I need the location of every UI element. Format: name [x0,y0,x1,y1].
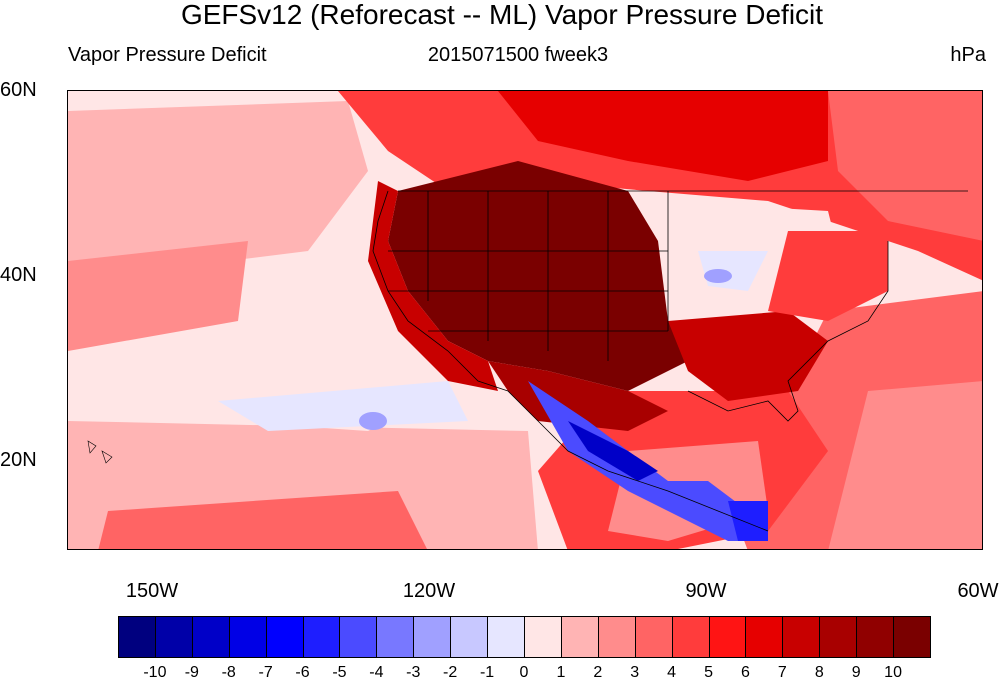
date-label: 2015071500 fweek3 [427,44,609,66]
colorbar-swatch [856,616,895,658]
atlantic-pink [828,381,982,549]
colorbar-swatch [191,616,230,658]
colorbar-swatch [487,616,525,658]
pacific-blue-patch [218,381,468,431]
mexico-blue [528,381,768,541]
colorbar-tick-label: -5 [332,664,347,681]
colorbar-tick-label: 8 [814,664,824,681]
pacific-pink-mid [68,241,248,351]
colorbar-tick-label: 5 [704,664,713,681]
lat-label-40n: 40N [0,264,37,286]
colorbar-tick-label: 1 [556,664,566,681]
lat-label-20n: 20N [0,449,37,471]
units-label: hPa [950,44,986,66]
colorbar-tick-label: 4 [667,664,677,681]
colorbar-swatch [893,616,931,658]
lon-label-150w: 150W [125,580,179,602]
colorbar [118,616,931,658]
colorbar-tick-label: 9 [851,664,861,681]
colorbar-swatch [524,616,562,658]
lon-label-120w: 120W [402,580,456,602]
pacific-pink-north [68,101,368,281]
canada-deep-red [498,91,828,181]
us-east-red [768,231,888,321]
colorbar-tick-label: -7 [258,664,273,681]
midwest-blue-spot [704,269,732,283]
canada-east-pink [828,91,982,241]
central-america-blue [728,501,768,541]
map-title: GEFSv12 (Reforecast -- ML) Vapor Pressur… [180,0,824,30]
colorbar-swatch [339,616,378,658]
pacific-blue-spot [359,412,387,430]
colorbar-tick-label: 10 [884,664,902,681]
colorbar-swatch [376,616,415,658]
colorbar-swatch [671,616,710,658]
colorbar-swatch [819,616,858,658]
map-field [68,91,982,549]
colorbar-tick-label: 0 [519,664,529,681]
us-red-south [488,361,668,431]
colorbar-swatch [118,616,156,658]
colorbar-tick-label: -4 [369,664,384,681]
lon-label-60w: 60W [957,580,999,602]
lat-label-60n: 60N [0,79,37,101]
colorbar-swatch [265,616,304,658]
us-southeast-red [668,311,828,401]
vpd-map [67,90,983,550]
colorbar-tick-label: 2 [593,664,603,681]
mexico-deep-blue [568,421,658,481]
colorbar-swatch [782,616,821,658]
colorbar-swatch [745,616,784,658]
us-red-rim [368,181,498,391]
colorbar-tick-label: 7 [777,664,787,681]
colorbar-tick-label: -10 [143,664,167,681]
colorbar-swatch [154,616,193,658]
colorbar-swatch [450,616,489,658]
colorbar-tick-label: 6 [741,664,750,681]
colorbar-swatch [560,616,599,658]
coastlines [372,190,968,532]
colorbar-tick-label: -2 [443,664,458,681]
colorbar-tick-label: -9 [184,664,199,681]
colorbar-tick-label: -3 [406,664,421,681]
colorbar-swatch [597,616,636,658]
colorbar-swatch [708,616,747,658]
lon-label-90w: 90W [685,580,727,602]
pacific-red-south [98,491,427,549]
colorbar-tick-label: -6 [295,664,310,681]
colorbar-swatch [634,616,673,658]
hawaii-islands [87,440,113,464]
colorbar-tick-label: 3 [630,664,640,681]
colorbar-swatch [413,616,452,658]
colorbar-tick-label: -1 [479,664,495,681]
variable-label: Vapor Pressure Deficit [68,44,267,66]
colorbar-tick-label: -8 [221,664,236,681]
colorbar-swatch [228,616,267,658]
colorbar-swatch [302,616,341,658]
